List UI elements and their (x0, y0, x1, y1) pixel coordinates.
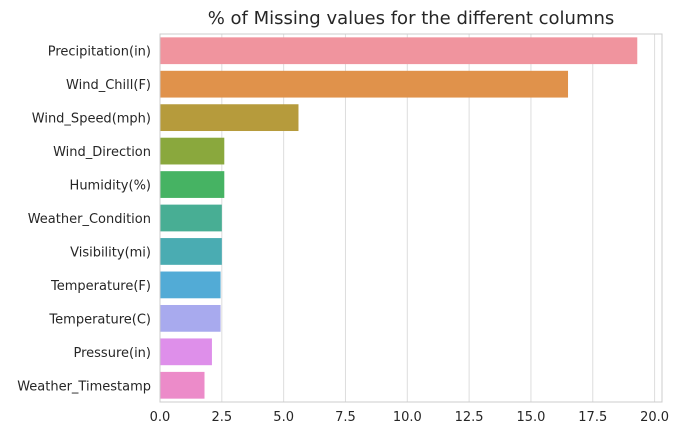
bar-temperature-c (160, 304, 221, 332)
x-tick-label: 17.5 (578, 410, 607, 425)
y-tick-label: Temperature(C) (48, 312, 151, 327)
y-tick-label: Weather_Timestamp (17, 379, 151, 394)
x-tick-label: 2.5 (211, 410, 232, 425)
y-axis-labels: Precipitation(in) Wind_Chill(F) Wind_Speed… (17, 45, 151, 395)
bar-weather-timestamp (160, 371, 205, 399)
y-tick-label: Wind_Chill(F) (66, 78, 151, 93)
bar-visibility-mi (160, 238, 222, 265)
bar-wind-direction (160, 137, 225, 165)
bar-wind-chill-f (160, 70, 569, 98)
bar-precipitation-in (160, 37, 638, 65)
x-tick-label: 10.0 (393, 410, 422, 425)
x-axis-labels: 0.0 2.5 5.0 7.5 10.0 12.5 15.0 17.5 20.0 (150, 410, 669, 425)
chart-title: % of Missing values for the different co… (208, 8, 615, 29)
bar-wind-speed-mph (160, 104, 299, 132)
bar-weather-condition (160, 204, 222, 232)
bar-pressure-in (160, 338, 212, 366)
x-tick-label: 0.0 (150, 410, 171, 425)
y-tick-label: Humidity(%) (70, 179, 151, 194)
bar-temperature-f (160, 271, 221, 299)
y-tick-label: Temperature(F) (50, 279, 151, 294)
x-tick-label: 5.0 (273, 410, 294, 425)
y-tick-label: Wind_Direction (53, 145, 151, 160)
bar-humidity (160, 171, 225, 198)
y-tick-label: Weather_Condition (28, 212, 151, 227)
y-tick-label: Visibility(mi) (70, 245, 151, 260)
y-tick-label: Precipitation(in) (48, 45, 151, 60)
y-tick-label: Wind_Speed(mph) (32, 112, 151, 127)
x-tick-label: 7.5 (335, 410, 356, 425)
x-tick-label: 15.0 (516, 410, 545, 425)
y-tick-label: Pressure(in) (73, 346, 151, 361)
bars (160, 37, 638, 399)
x-tick-label: 12.5 (455, 410, 484, 425)
x-tick-label: 20.0 (640, 410, 669, 425)
plot-frame (159, 33, 663, 403)
